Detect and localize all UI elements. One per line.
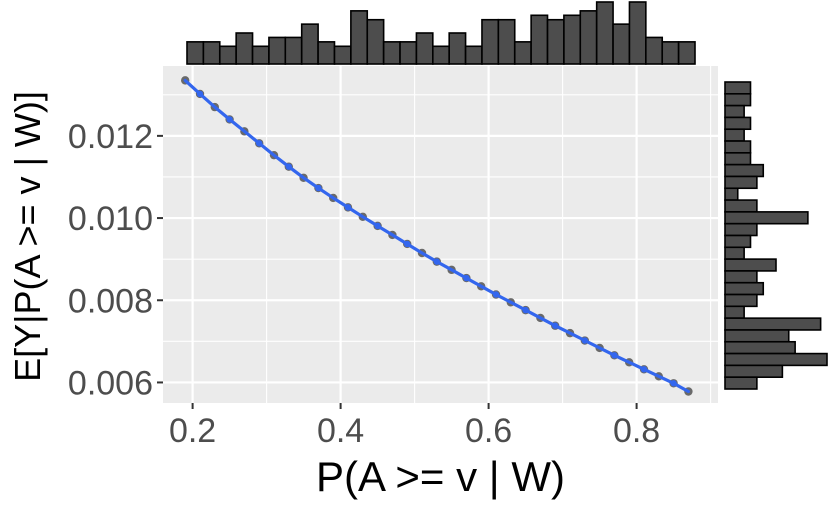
right-histogram-bar (724, 258, 777, 272)
top-histogram-bar (218, 45, 237, 65)
right-histogram-bar (724, 163, 765, 178)
data-marks (181, 76, 693, 396)
top-marginal-histogram (186, 1, 696, 65)
right-histogram-bar (724, 116, 752, 131)
top-histogram-bar (350, 10, 369, 65)
top-histogram-bar (317, 41, 336, 65)
fit-line-point (374, 222, 381, 230)
right-histogram-bar (724, 329, 790, 343)
fit-line-point (492, 291, 500, 298)
y-tick-label: 0.012 (68, 118, 153, 156)
top-histogram-bar (333, 45, 352, 65)
right-marginal-histogram (724, 81, 828, 390)
plot-panel (163, 66, 718, 403)
top-histogram-bar (399, 41, 418, 65)
y-axis-title: E[Y|P(A >= v | W)] (7, 91, 48, 382)
axes: 0.2 0.4 0.6 0.8 0.006 0.008 0.010 0.012 (68, 118, 660, 450)
right-histogram-bar (724, 293, 758, 308)
top-histogram-bar (300, 23, 319, 65)
top-histogram-bar (513, 41, 532, 65)
top-histogram-bar (464, 45, 483, 65)
top-histogram-bar (268, 36, 287, 65)
top-histogram-bar (432, 45, 450, 65)
top-histogram-bar (645, 36, 664, 65)
right-histogram-bar (724, 187, 739, 201)
right-histogram-bar (724, 376, 758, 390)
fit-line-point (285, 163, 292, 170)
top-histogram-bar (415, 32, 434, 65)
right-histogram-bar (724, 104, 745, 119)
fit-line-point (640, 366, 648, 373)
right-histogram-bar (724, 211, 809, 225)
fit-line-point (196, 90, 204, 98)
grid-lines (163, 66, 718, 403)
top-histogram-bar (284, 36, 303, 65)
right-histogram-bar (724, 175, 758, 190)
fit-line-point (463, 274, 470, 282)
right-histogram-bar (724, 305, 745, 319)
top-histogram-bar (481, 18, 500, 65)
x-tick-label: 0.2 (169, 412, 216, 450)
top-histogram-bar (235, 32, 254, 65)
top-histogram-bar (448, 32, 467, 65)
right-histogram-bar (724, 234, 752, 249)
fit-line-point (226, 116, 233, 123)
right-histogram-bar (724, 364, 784, 378)
fit-line-point (611, 352, 618, 359)
top-histogram-bar (661, 41, 680, 65)
top-histogram-bar (546, 18, 565, 65)
top-histogram-bar (366, 18, 385, 65)
fit-line-point (433, 258, 440, 265)
top-histogram-bar (595, 1, 614, 65)
right-histogram-bar (724, 81, 752, 95)
right-histogram-bar (724, 352, 828, 367)
x-tick-label: 0.8 (613, 412, 660, 450)
fit-line-point (404, 240, 411, 248)
x-axis-title: P(A >= v | W) (316, 453, 565, 500)
fit-line-point (256, 140, 263, 147)
top-histogram-bar (382, 41, 401, 65)
right-histogram-bar (724, 152, 752, 166)
right-histogram-bar (724, 128, 745, 142)
right-histogram-bar (724, 270, 758, 284)
right-histogram-bar (724, 222, 758, 237)
right-histogram-bar (724, 93, 752, 107)
top-histogram-bar (497, 18, 516, 65)
top-histogram-bar (677, 41, 696, 65)
top-histogram-bar (202, 41, 221, 65)
right-histogram-bar (724, 140, 752, 154)
y-tick-label: 0.008 (68, 282, 153, 320)
right-histogram-bar (724, 199, 758, 213)
x-tick-label: 0.6 (465, 412, 512, 450)
top-histogram-bar (579, 10, 598, 65)
fit-line-point (581, 337, 588, 344)
x-tick-label: 0.4 (317, 412, 364, 450)
right-histogram-bar (724, 246, 745, 260)
right-histogram-bar (724, 317, 822, 331)
top-histogram-bar (530, 14, 549, 65)
top-histogram-bar (251, 45, 270, 65)
y-tick-label: 0.006 (68, 364, 153, 402)
top-histogram-bar (628, 1, 647, 65)
right-histogram-bar (724, 281, 765, 296)
right-histogram-bar (724, 340, 796, 355)
top-histogram-bar (612, 23, 631, 65)
fit-line-point (522, 306, 529, 314)
fit-line-point (670, 380, 677, 387)
top-histogram-bar (186, 41, 205, 65)
y-tick-label: 0.010 (68, 200, 153, 238)
fit-line-point (315, 184, 322, 192)
fit-line-point (344, 204, 352, 211)
fit-line-point (552, 322, 559, 329)
top-histogram-bar (563, 14, 582, 65)
